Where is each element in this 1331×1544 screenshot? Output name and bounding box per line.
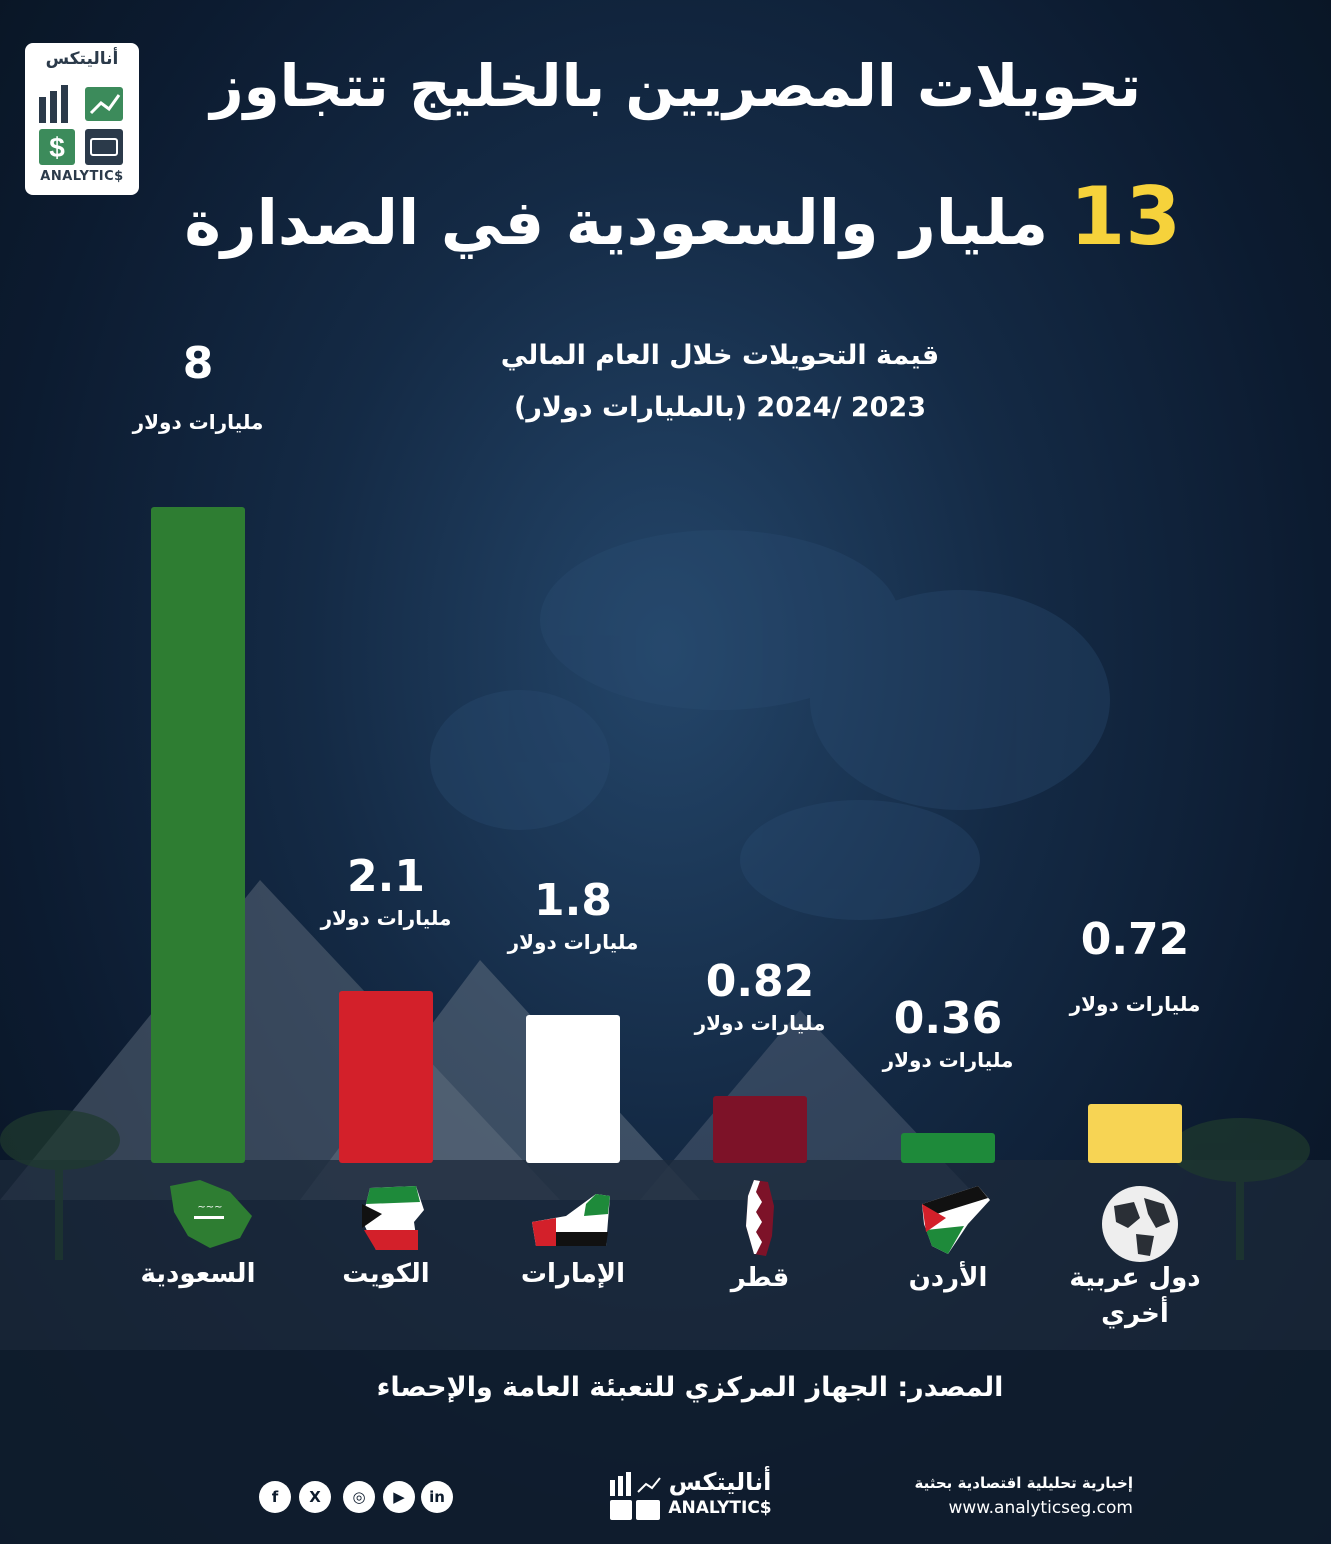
footer-logo-arabic: أناليتكس — [668, 1468, 772, 1496]
category-label-1: الكويت — [342, 1259, 430, 1289]
facebook-icon[interactable]: f — [259, 1481, 291, 1513]
qatar-map-flag-icon — [746, 1180, 774, 1256]
footer-logo-english: ANALYTIC$ — [668, 1498, 772, 1518]
world-map-decoration — [430, 530, 1110, 920]
bar-3 — [713, 1095, 807, 1163]
bar-4 — [901, 1133, 995, 1163]
palms-decoration — [0, 1110, 1310, 1260]
svg-text:~~~: ~~~ — [197, 1202, 222, 1213]
category-label-5: دول عربية أخري — [1069, 1263, 1201, 1329]
globe-icon — [1102, 1186, 1178, 1262]
instagram-icon[interactable]: ◎ — [343, 1481, 375, 1513]
bar-unit-label-3: مليارات دولار — [694, 1010, 826, 1035]
bar-value-label-4: 0.36 — [893, 993, 1003, 1045]
chart-subtitle-2: 2023 /2024 (بالمليارات دولار) — [514, 392, 926, 423]
brand-logo: أناليتكس $ ANALYTIC$ — [25, 43, 139, 195]
bar-value-label-2: 1.8 — [534, 875, 612, 927]
source-note: المصدر: الجهاز المركزي للتعبئة العامة وا… — [376, 1372, 1004, 1403]
bar-unit-label-2: مليارات دولار — [507, 930, 639, 955]
bar-value-label-1: 2.1 — [347, 850, 425, 902]
jordan-map-flag-icon — [922, 1186, 990, 1254]
category-label-0: السعودية — [140, 1259, 256, 1289]
linkedin-icon[interactable]: in — [421, 1481, 453, 1513]
x-twitter-icon[interactable]: X — [299, 1481, 331, 1513]
bar-1 — [339, 990, 433, 1163]
bar-0 — [151, 507, 245, 1163]
category-label-4: الأردن — [908, 1263, 988, 1293]
bar-value-label-3: 0.82 — [705, 955, 815, 1007]
category-label-3: قطر — [730, 1263, 790, 1293]
logo-graphic-icon: $ — [39, 85, 123, 165]
footer-website-link[interactable]: www.analyticseg.com — [948, 1498, 1133, 1518]
title-number: 13 — [1069, 170, 1181, 263]
title-line-2: 13 مليار والسعودية في الصدارة — [184, 170, 1181, 263]
youtube-icon[interactable]: ▶ — [383, 1481, 415, 1513]
footer-tagline: إخبارية تحليلية اقتصادية بحثية — [914, 1474, 1133, 1492]
bar-unit-label-4: مليارات دولار — [882, 1048, 1014, 1073]
title-line-2-text: مليار والسعودية في الصدارة — [184, 186, 1049, 259]
brand-logo-english: ANALYTIC$ — [40, 169, 124, 184]
saudi-map-flag-icon: ~~~ — [170, 1180, 252, 1248]
chart-subtitle-1: قيمة التحويلات خلال العام المالي — [500, 340, 940, 371]
bar-2 — [526, 1015, 620, 1163]
uae-map-flag-icon — [532, 1194, 610, 1246]
kuwait-map-flag-icon — [362, 1186, 424, 1250]
svg-text:$: $ — [49, 132, 65, 163]
bar-unit-label-0: مليارات دولار — [132, 410, 264, 434]
bar-unit-label-1: مليارات دولار — [320, 905, 452, 930]
category-label-2: الإمارات — [520, 1259, 626, 1289]
bar-5 — [1088, 1103, 1182, 1163]
footer-logo-icon — [610, 1472, 661, 1520]
title-line-1: تحويلات المصريين بالخليج تتجاوز — [210, 52, 1141, 120]
bar-value-label-0: 8 — [182, 338, 214, 389]
bar-unit-label-5: مليارات دولار — [1069, 991, 1201, 1016]
bar-value-label-5: 0.72 — [1080, 913, 1190, 965]
brand-logo-arabic: أناليتكس — [45, 49, 119, 69]
